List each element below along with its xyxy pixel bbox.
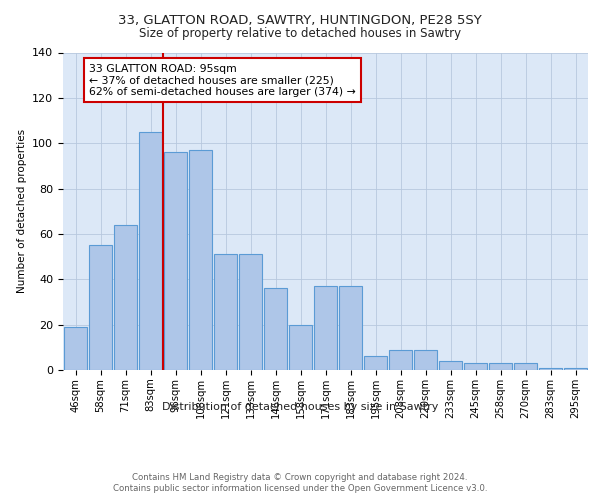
Bar (214, 254, 237, 370)
Text: 33 GLATTON ROAD: 95sqm
← 37% of detached houses are smaller (225)
62% of semi-de: 33 GLATTON ROAD: 95sqm ← 37% of detached… (89, 64, 356, 97)
Bar (389, 350, 412, 370)
Text: Contains HM Land Registry data © Crown copyright and database right 2024.: Contains HM Land Registry data © Crown c… (132, 472, 468, 482)
Bar (414, 350, 437, 370)
Bar (64, 327, 87, 370)
Bar (139, 132, 162, 370)
Bar (314, 286, 337, 370)
Text: Distribution of detached houses by size in Sawtry: Distribution of detached houses by size … (162, 402, 438, 412)
Y-axis label: Number of detached properties: Number of detached properties (17, 129, 26, 294)
Bar (364, 356, 387, 370)
Bar (539, 368, 562, 370)
Bar (514, 363, 537, 370)
Bar (164, 152, 187, 370)
Bar (464, 363, 487, 370)
Bar (564, 368, 587, 370)
Bar (239, 254, 262, 370)
Bar (489, 363, 512, 370)
Bar (114, 225, 137, 370)
Text: Contains public sector information licensed under the Open Government Licence v3: Contains public sector information licen… (113, 484, 487, 493)
Bar (189, 150, 212, 370)
Text: 33, GLATTON ROAD, SAWTRY, HUNTINGDON, PE28 5SY: 33, GLATTON ROAD, SAWTRY, HUNTINGDON, PE… (118, 14, 482, 27)
Bar (89, 246, 112, 370)
Bar (289, 324, 312, 370)
Bar (264, 288, 287, 370)
Bar (439, 361, 462, 370)
Text: Size of property relative to detached houses in Sawtry: Size of property relative to detached ho… (139, 28, 461, 40)
Bar (339, 286, 362, 370)
